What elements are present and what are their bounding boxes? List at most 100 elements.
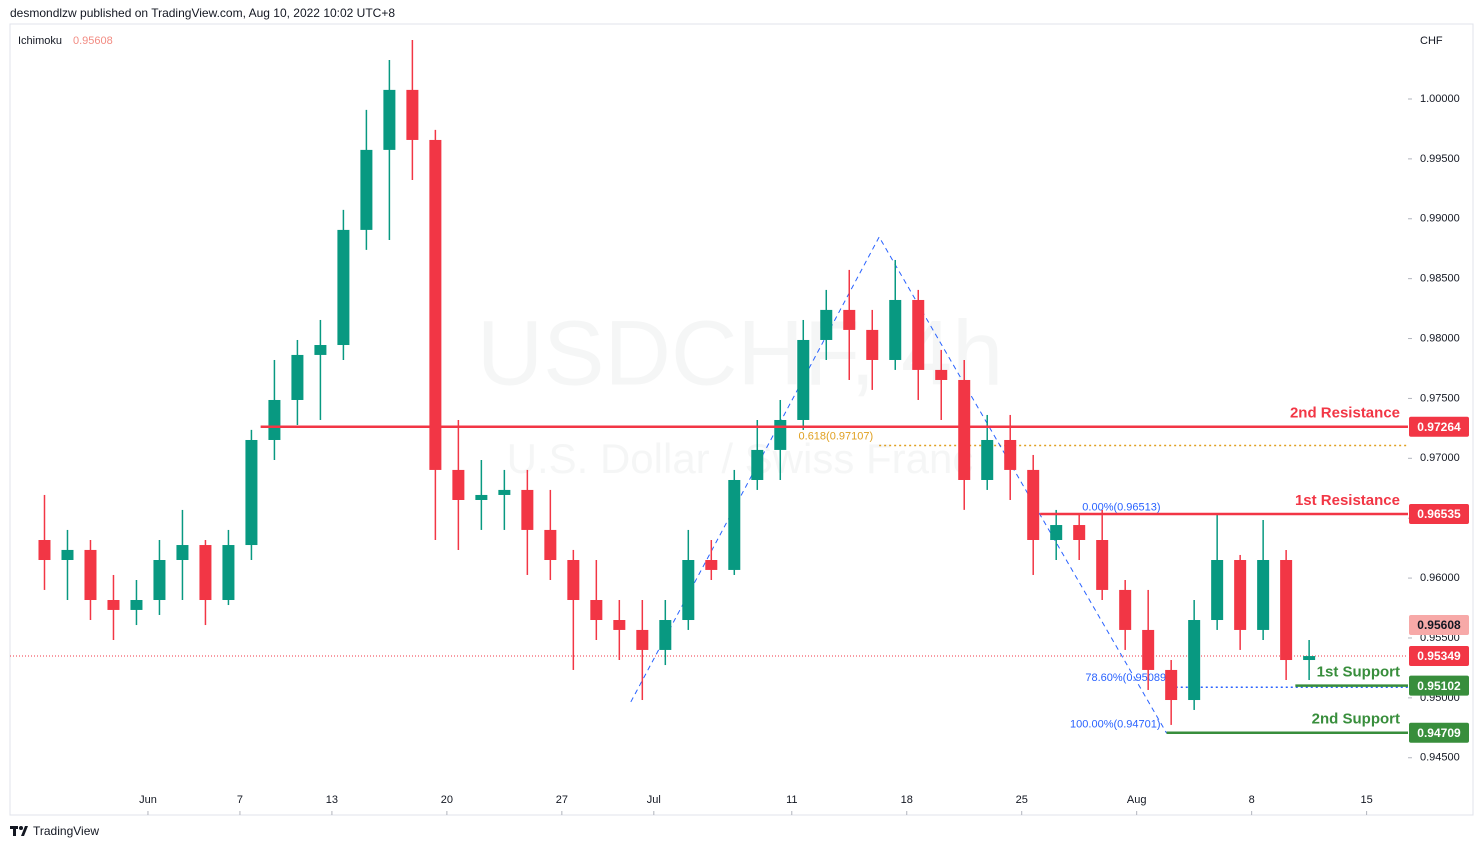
level-tag: 0.97264 xyxy=(1417,420,1461,434)
candle-body xyxy=(498,489,511,495)
candle-body xyxy=(590,600,603,621)
plot-frame xyxy=(9,23,1474,816)
candle-body xyxy=(1096,539,1109,590)
x-tick-label: Jul xyxy=(647,794,661,806)
candle-body xyxy=(291,354,304,400)
candle-body xyxy=(912,299,925,370)
currency: CHF xyxy=(1420,35,1443,47)
y-tick-label: 0.98000 xyxy=(1420,332,1460,344)
candle-body xyxy=(107,600,120,610)
candle-body xyxy=(636,629,649,650)
current-price-tag: 0.95349 xyxy=(1417,649,1461,663)
candle-body xyxy=(935,369,948,380)
level-label: 1st Resistance xyxy=(1295,492,1400,509)
indicator-name: Ichimoku xyxy=(18,35,62,47)
x-tick-label: 27 xyxy=(556,794,568,806)
candle-body xyxy=(314,345,327,355)
candle-body xyxy=(245,439,258,546)
fib-label: 78.60%(0.95089) xyxy=(1085,672,1169,684)
level-tag: 0.94709 xyxy=(1417,726,1461,740)
candle-body xyxy=(61,549,74,561)
candle-body xyxy=(222,545,235,601)
x-tick-label: 15 xyxy=(1360,794,1372,806)
trend-line xyxy=(630,235,1168,734)
level-label: 1st Support xyxy=(1317,664,1400,681)
level-tag-bg xyxy=(1409,675,1469,696)
y-tick-label: 0.96000 xyxy=(1420,572,1460,584)
candle-body xyxy=(1142,629,1155,670)
candle-body xyxy=(613,620,626,630)
fib-label: 0.618(0.97107) xyxy=(799,430,874,442)
y-tick-label: 0.97000 xyxy=(1420,452,1460,464)
level-label: 2nd Support xyxy=(1312,711,1400,728)
candle-body xyxy=(153,560,166,601)
header: desmondlzw published on TradingView.com,… xyxy=(10,6,395,20)
candle-body xyxy=(38,539,51,561)
candle-body xyxy=(199,545,212,601)
candle-body xyxy=(774,419,787,450)
footer-logo xyxy=(10,826,28,836)
y-tick-label: 0.99000 xyxy=(1420,213,1460,225)
x-tick-label: 25 xyxy=(1016,794,1028,806)
x-tick-label: 18 xyxy=(901,794,913,806)
candle-body xyxy=(1303,656,1316,661)
watermark-title: USDCHF, 4h xyxy=(477,302,1004,404)
candle-body xyxy=(958,379,971,480)
candle-body xyxy=(889,299,902,360)
level-tag-bg xyxy=(1409,722,1469,743)
fib-label: 100.00%(0.94701) xyxy=(1070,719,1161,731)
candle-body xyxy=(337,229,350,346)
candle-body xyxy=(843,309,856,330)
footer: TradingView xyxy=(33,824,99,838)
current-price-tag-bg xyxy=(1409,646,1469,667)
candle-body xyxy=(406,89,419,140)
candle-body xyxy=(268,399,281,440)
y-tick-label: 0.94500 xyxy=(1420,752,1460,764)
candle-body xyxy=(1119,589,1132,630)
level-tag-bg xyxy=(1409,504,1469,525)
x-tick-label: 13 xyxy=(326,794,338,806)
x-tick-label: 7 xyxy=(237,794,243,806)
candle-body xyxy=(1257,560,1270,630)
indicator-value: 0.95608 xyxy=(73,35,113,47)
candle-body xyxy=(1280,560,1293,661)
y-tick-label: 0.98500 xyxy=(1420,273,1460,285)
candle-body xyxy=(751,449,764,480)
level-label: 2nd Resistance xyxy=(1290,405,1400,422)
candle-body xyxy=(567,560,580,601)
indicator-tag: 0.95608 xyxy=(1417,618,1461,632)
y-tick-label: 0.99500 xyxy=(1420,153,1460,165)
candle-body xyxy=(981,439,994,480)
x-tick-label: 8 xyxy=(1249,794,1255,806)
candle-body xyxy=(705,560,718,570)
x-tick-label: Jun xyxy=(139,794,157,806)
candle-body xyxy=(1004,439,1017,470)
candle-body xyxy=(176,545,189,561)
candle-body xyxy=(1073,525,1086,540)
candle-body xyxy=(728,479,741,570)
candle-body xyxy=(475,494,488,500)
x-tick-label: 11 xyxy=(786,794,797,806)
indicator-tag-bg xyxy=(1409,615,1469,636)
candle-body xyxy=(797,339,810,420)
candle-body xyxy=(1027,469,1040,540)
level-tag: 0.96535 xyxy=(1417,507,1461,521)
candle-body xyxy=(429,139,442,470)
candle-body xyxy=(452,469,465,500)
candle-body xyxy=(383,89,396,150)
candle-body xyxy=(1211,560,1224,621)
watermark-subtitle: U.S. Dollar / Swiss Franc xyxy=(507,435,974,482)
y-tick-label: 1.00000 xyxy=(1420,93,1460,105)
candle-body xyxy=(521,489,534,530)
candle-body xyxy=(659,620,672,650)
y-tick-label: 0.97500 xyxy=(1420,392,1460,404)
candle-body xyxy=(820,309,833,340)
x-tick-label: 20 xyxy=(441,794,453,806)
candle-body xyxy=(1165,669,1178,701)
candle-body xyxy=(360,149,373,230)
level-tag-bg xyxy=(1409,416,1469,437)
candle-body xyxy=(84,549,97,601)
candle-body xyxy=(1050,525,1063,540)
